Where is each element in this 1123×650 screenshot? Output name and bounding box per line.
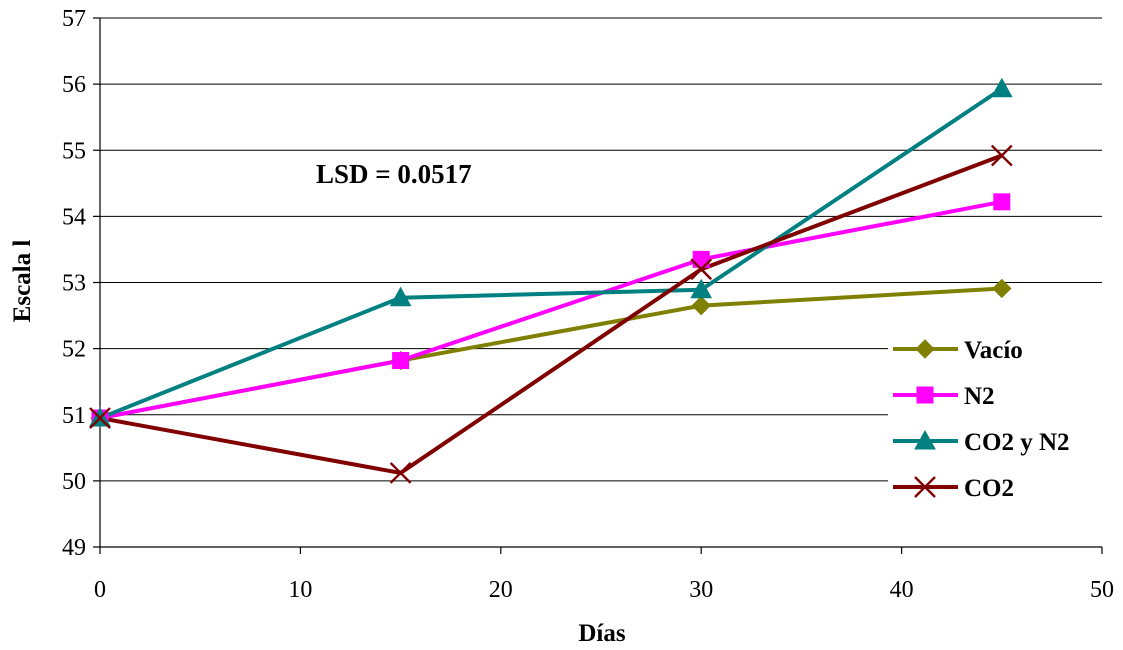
series-line-2: [99, 87, 1003, 420]
y-tick-label-56: 56: [62, 72, 86, 98]
legend-marker-1: [916, 386, 934, 404]
legend-label-0: Vacío: [964, 337, 1023, 364]
x-tick-label-50: 50: [1090, 577, 1114, 603]
data-point-s0-2: [691, 295, 711, 316]
data-point-s3-3: [990, 144, 1013, 167]
x-tick-label-20: 20: [489, 577, 513, 603]
gridlines: [100, 17, 1102, 482]
x-tick-label-10: 10: [288, 577, 312, 603]
tick-labels: 49 50 51 52 53 54 55 56 57 0 10 20 30 40 50: [62, 6, 1114, 603]
y-tick-label-57: 57: [62, 6, 86, 32]
data-point-s1-3: [993, 193, 1011, 211]
y-tick-label-55: 55: [62, 138, 86, 164]
x-tick-label-30: 30: [689, 577, 713, 603]
y-tick-label-53: 53: [62, 271, 86, 297]
series-lines: [99, 87, 1003, 475]
legend-label-3: CO2: [964, 475, 1014, 502]
y-axis-title: Escala l: [9, 240, 36, 323]
data-point-s0-3: [992, 278, 1012, 299]
y-tick-label-54: 54: [62, 204, 86, 230]
data-point-s2-1: [389, 286, 412, 307]
y-tick-label-49: 49: [62, 535, 86, 561]
data-point-s2-2: [690, 278, 713, 299]
series-markers: [89, 77, 1013, 484]
legend-label-2: CO2 y N2: [964, 429, 1070, 456]
data-point-s1-1: [392, 352, 410, 370]
x-tick-label-40: 40: [890, 577, 914, 603]
x-tick-label-0: 0: [94, 577, 106, 603]
legend-marker-3: [914, 476, 936, 498]
legend-marker-2: [914, 429, 936, 450]
data-point-s2-3: [990, 77, 1013, 98]
y-tick-label-51: 51: [62, 403, 86, 429]
y-tick-label-50: 50: [62, 469, 86, 495]
data-point-s3-2: [690, 258, 713, 281]
data-point-s3-0: [89, 407, 111, 429]
data-point-s1-2: [692, 250, 710, 268]
legend-label-1: N2: [964, 383, 995, 410]
y-tick-label-52: 52: [62, 337, 86, 363]
series-line-1: [99, 199, 1003, 421]
series-line-3: [99, 153, 1003, 475]
data-point-s3-1: [389, 462, 412, 484]
legend-marker-0: [915, 339, 935, 359]
legend: Vacío N2 CO2 y N2 CO2: [888, 326, 1103, 504]
x-axis-title: Días: [578, 620, 626, 647]
annotation-lsd: LSD = 0.0517: [316, 159, 472, 189]
